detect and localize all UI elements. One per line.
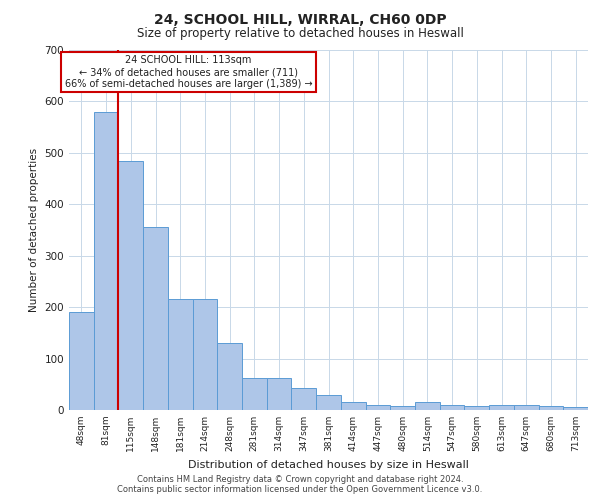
Bar — [539, 406, 563, 410]
Bar — [168, 300, 193, 410]
Bar — [143, 228, 168, 410]
Text: 24, SCHOOL HILL, WIRRAL, CH60 0DP: 24, SCHOOL HILL, WIRRAL, CH60 0DP — [154, 12, 446, 26]
Bar — [365, 405, 390, 410]
Bar — [118, 160, 143, 410]
Text: Size of property relative to detached houses in Heswall: Size of property relative to detached ho… — [137, 28, 463, 40]
Bar — [316, 394, 341, 410]
Bar — [242, 378, 267, 410]
Bar — [390, 406, 415, 410]
X-axis label: Distribution of detached houses by size in Heswall: Distribution of detached houses by size … — [188, 460, 469, 469]
Bar — [440, 405, 464, 410]
Bar — [341, 402, 365, 410]
Bar — [464, 406, 489, 410]
Bar — [267, 378, 292, 410]
Bar — [69, 312, 94, 410]
Bar — [489, 405, 514, 410]
Bar — [415, 402, 440, 410]
Bar — [217, 343, 242, 410]
Y-axis label: Number of detached properties: Number of detached properties — [29, 148, 39, 312]
Bar — [514, 405, 539, 410]
Text: Contains HM Land Registry data © Crown copyright and database right 2024.: Contains HM Land Registry data © Crown c… — [137, 475, 463, 484]
Text: Contains public sector information licensed under the Open Government Licence v3: Contains public sector information licen… — [118, 485, 482, 494]
Bar — [94, 112, 118, 410]
Bar — [563, 407, 588, 410]
Bar — [193, 300, 217, 410]
Text: 24 SCHOOL HILL: 113sqm
← 34% of detached houses are smaller (711)
66% of semi-de: 24 SCHOOL HILL: 113sqm ← 34% of detached… — [65, 56, 312, 88]
Bar — [292, 388, 316, 410]
